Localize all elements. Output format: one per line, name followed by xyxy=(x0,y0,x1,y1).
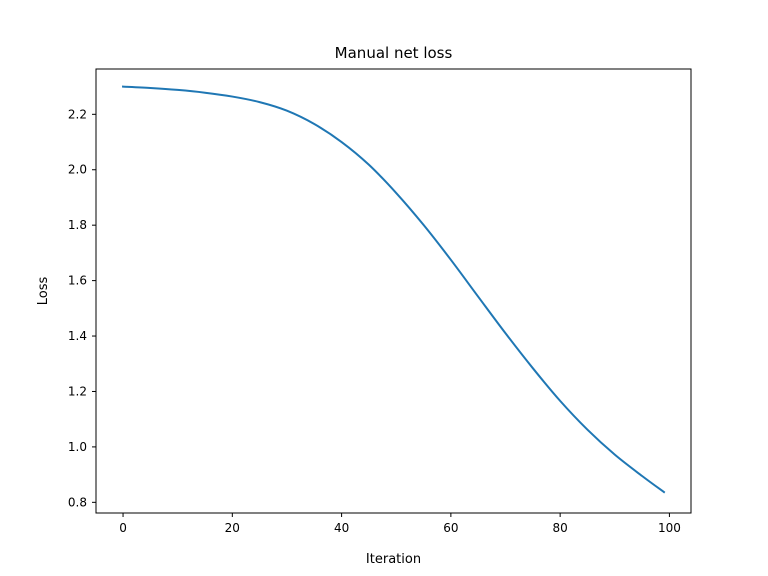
x-tick-label: 0 xyxy=(119,521,127,535)
y-axis-label: Loss xyxy=(36,277,51,306)
plot-area xyxy=(121,85,666,494)
x-tick-label: 60 xyxy=(443,521,458,535)
x-tick-label: 20 xyxy=(225,521,240,535)
y-tick-label: 1.2 xyxy=(68,384,87,398)
axes-frame xyxy=(95,68,692,514)
x-tick-label: 80 xyxy=(553,521,568,535)
y-axis-ticks: 0.8 1.0 1.2 1.4 1.6 1.8 2.0 2.2 xyxy=(68,107,96,509)
y-tick-label: 1.0 xyxy=(68,440,87,454)
x-axis-ticks: 0 20 40 60 80 100 xyxy=(119,513,681,535)
y-tick-label: 0.8 xyxy=(68,495,87,509)
y-tick-label: 2.2 xyxy=(68,107,87,121)
y-tick-label: 1.4 xyxy=(68,329,87,343)
loss-series-line xyxy=(121,85,666,494)
y-tick-label: 2.0 xyxy=(68,163,87,177)
y-tick-label: 1.6 xyxy=(68,274,87,288)
y-tick-label: 1.8 xyxy=(68,218,87,232)
x-tick-label: 100 xyxy=(658,521,681,535)
chart-title: Manual net loss xyxy=(335,44,453,62)
x-axis-label: Iteration xyxy=(366,552,421,567)
x-tick-label: 40 xyxy=(334,521,349,535)
